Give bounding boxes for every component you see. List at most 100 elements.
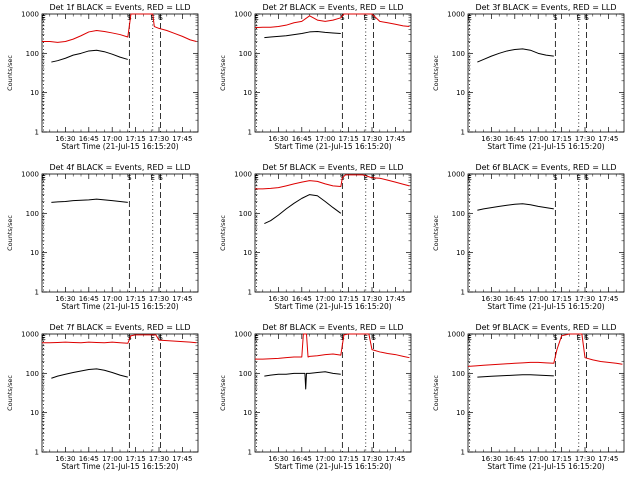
x-tick-label: 17:15 xyxy=(339,455,359,463)
x-tick-label: 17:45 xyxy=(385,295,405,303)
x-tick-label: 16:30 xyxy=(55,295,75,303)
events-series-line xyxy=(51,198,128,203)
x-tick-label: 17:15 xyxy=(339,295,359,303)
y-tick-label: 100 xyxy=(26,370,39,378)
x-axis-label: Start Time (21-Jul-15 16:15:20) xyxy=(61,142,178,151)
y-tick-label: 1000 xyxy=(447,11,465,19)
marker-label: S xyxy=(553,334,558,342)
y-tick-label: 1000 xyxy=(447,331,465,339)
x-axis-label: Start Time (21-Jul-15 16:15:20) xyxy=(487,302,604,311)
plot-frame xyxy=(41,333,199,453)
y-tick-label: 10 xyxy=(456,409,465,417)
marker-label: S xyxy=(584,334,589,342)
marker-label: S xyxy=(158,334,163,342)
y-axis-label: Counts/sec xyxy=(219,215,227,251)
y-tick-label: 100 xyxy=(452,370,465,378)
marker-label: S xyxy=(158,14,163,22)
y-tick-label: 100 xyxy=(452,50,465,58)
x-tick-label: 17:45 xyxy=(172,295,192,303)
x-tick-label: 17:30 xyxy=(362,295,382,303)
x-tick-label: 16:45 xyxy=(505,295,525,303)
x-axis-label: Start Time (21-Jul-15 16:15:20) xyxy=(61,302,178,311)
x-tick-label: 17:00 xyxy=(102,135,122,143)
marker-label: E xyxy=(467,174,471,182)
x-tick-label: 17:30 xyxy=(575,135,595,143)
marker-label: E xyxy=(254,174,258,182)
x-tick-label: 17:15 xyxy=(126,455,146,463)
lld-series-line xyxy=(467,333,623,367)
y-tick-label: 1 xyxy=(461,289,465,297)
plot-frame xyxy=(254,13,412,133)
y-tick-label: 1 xyxy=(248,129,252,137)
y-tick-label: 1000 xyxy=(21,11,39,19)
x-tick-label: 17:45 xyxy=(172,135,192,143)
x-tick-label: 17:30 xyxy=(362,455,382,463)
x-tick-label: 16:30 xyxy=(55,455,75,463)
panel-title: Det 8f BLACK = Events, RED = LLD xyxy=(262,323,403,332)
events-series-line xyxy=(264,371,341,390)
plot-frame xyxy=(467,173,625,293)
y-axis-label: Counts/sec xyxy=(6,215,14,251)
marker-label: E xyxy=(364,334,368,342)
x-tick-label: 16:45 xyxy=(79,295,99,303)
marker-label: S xyxy=(127,174,132,182)
x-tick-label: 16:45 xyxy=(292,135,312,143)
y-tick-label: 10 xyxy=(243,89,252,97)
detector-panel-8: Det 8f BLACK = Events, RED = LLD 1 10 100 10… xyxy=(219,323,412,471)
marker-label: E xyxy=(467,334,471,342)
x-tick-label: 16:30 xyxy=(268,135,288,143)
detector-panel-1: Det 1f BLACK = Events, RED = LLD 1 10 100 10… xyxy=(6,3,199,151)
x-tick-label: 17:45 xyxy=(598,455,618,463)
x-tick-label: 17:00 xyxy=(102,295,122,303)
x-tick-label: 17:45 xyxy=(172,455,192,463)
x-tick-label: 17:45 xyxy=(385,135,405,143)
marker-label: E xyxy=(41,14,45,22)
y-tick-label: 1 xyxy=(248,449,252,457)
x-tick-label: 16:45 xyxy=(79,455,99,463)
x-tick-label: 17:15 xyxy=(339,135,359,143)
detector-panel-2: Det 2f BLACK = Events, RED = LLD 1 10 100 10… xyxy=(219,3,412,151)
y-tick-label: 1 xyxy=(35,129,39,137)
x-tick-label: 16:45 xyxy=(292,455,312,463)
x-axis-label: Start Time (21-Jul-15 16:15:20) xyxy=(487,142,604,151)
x-tick-label: 17:45 xyxy=(598,295,618,303)
events-series-line xyxy=(51,49,128,63)
marker-label: S xyxy=(127,14,132,22)
y-tick-label: 1 xyxy=(461,129,465,137)
x-tick-label: 17:00 xyxy=(528,135,548,143)
x-tick-label: 16:45 xyxy=(505,455,525,463)
y-tick-label: 1000 xyxy=(234,171,252,179)
y-tick-label: 10 xyxy=(30,89,39,97)
marker-label: E xyxy=(41,334,45,342)
y-tick-label: 1000 xyxy=(447,171,465,179)
y-axis-label: Counts/sec xyxy=(6,55,14,91)
x-tick-label: 16:30 xyxy=(55,135,75,143)
marker-label: E xyxy=(364,14,368,22)
x-tick-label: 17:15 xyxy=(552,455,572,463)
x-tick-label: 16:30 xyxy=(481,295,501,303)
x-tick-label: 17:00 xyxy=(102,455,122,463)
events-series-line xyxy=(264,194,342,225)
y-axis-label: Counts/sec xyxy=(6,375,14,411)
x-tick-label: 16:45 xyxy=(505,135,525,143)
plot-frame xyxy=(467,13,625,133)
x-tick-label: 16:45 xyxy=(79,135,99,143)
y-tick-label: 100 xyxy=(239,50,252,58)
panel-title: Det 6f BLACK = Events, RED = LLD xyxy=(475,163,616,172)
y-tick-label: 1000 xyxy=(234,331,252,339)
x-tick-label: 17:15 xyxy=(552,135,572,143)
panel-title: Det 9f BLACK = Events, RED = LLD xyxy=(475,323,616,332)
plot-frame xyxy=(41,13,199,133)
marker-label: E xyxy=(254,14,258,22)
x-tick-label: 16:30 xyxy=(481,455,501,463)
marker-label: S xyxy=(340,14,345,22)
y-tick-label: 10 xyxy=(456,89,465,97)
y-tick-label: 100 xyxy=(452,210,465,218)
x-tick-label: 17:30 xyxy=(149,295,169,303)
marker-label: S xyxy=(553,174,558,182)
y-tick-label: 1000 xyxy=(234,11,252,19)
y-axis-label: Counts/sec xyxy=(432,215,440,251)
x-tick-label: 17:15 xyxy=(126,295,146,303)
y-tick-label: 1 xyxy=(35,449,39,457)
y-tick-label: 100 xyxy=(239,370,252,378)
